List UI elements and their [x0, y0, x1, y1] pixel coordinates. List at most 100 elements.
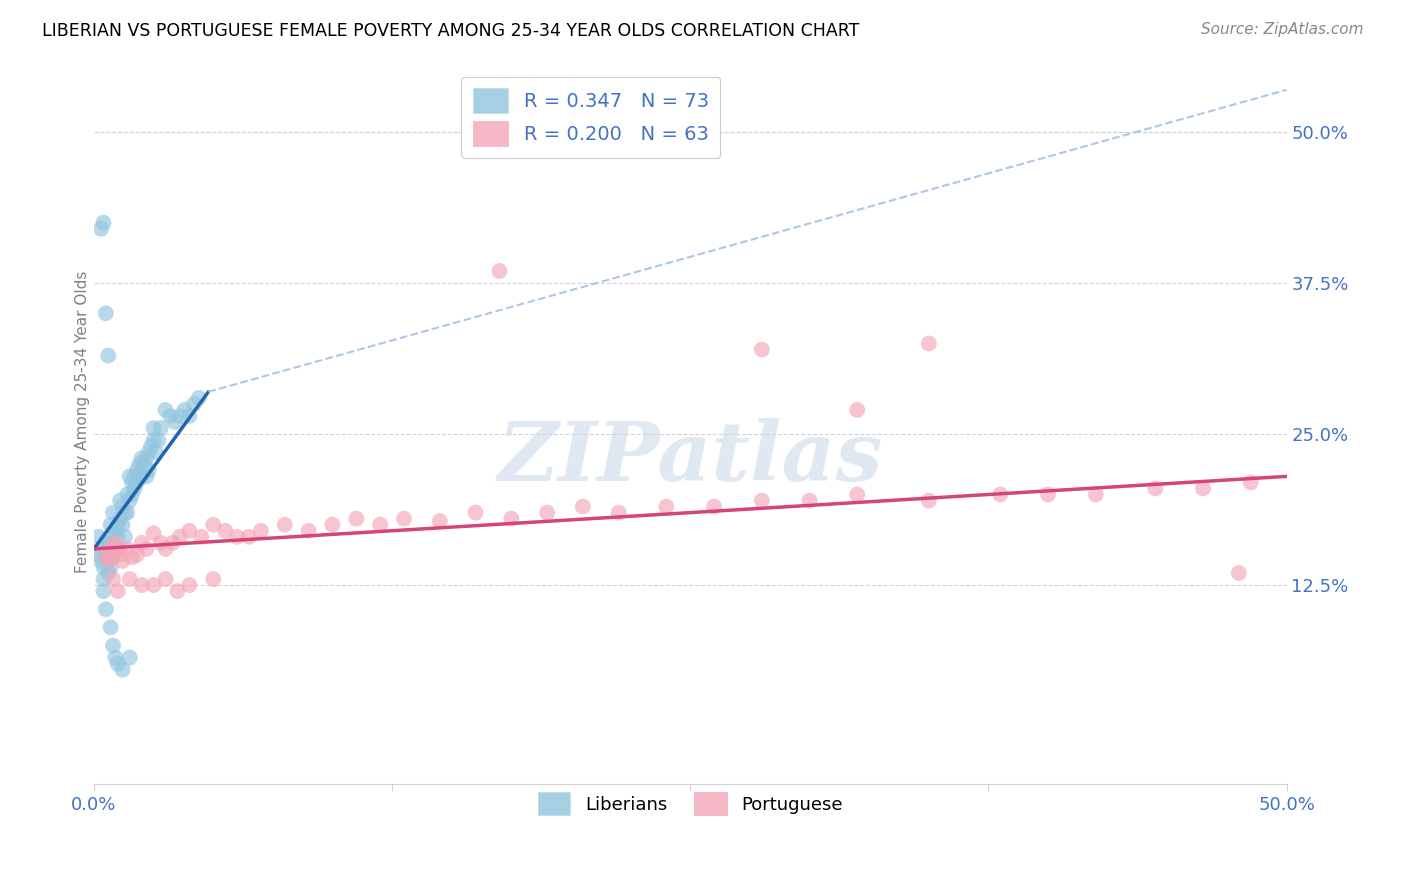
Point	[114, 530, 136, 544]
Point	[125, 463, 148, 477]
Point	[100, 620, 122, 634]
Point	[93, 560, 115, 574]
Point	[131, 469, 153, 483]
Point	[159, 409, 181, 423]
Point	[1036, 487, 1059, 501]
Point	[107, 530, 129, 544]
Point	[124, 469, 146, 483]
Point	[108, 548, 131, 562]
Point	[111, 663, 134, 677]
Point	[202, 517, 225, 532]
Point	[918, 493, 941, 508]
Point	[124, 482, 146, 496]
Point	[111, 554, 134, 568]
Text: Source: ZipAtlas.com: Source: ZipAtlas.com	[1201, 22, 1364, 37]
Point	[202, 572, 225, 586]
Point	[142, 433, 165, 447]
Point	[93, 572, 115, 586]
Point	[94, 536, 117, 550]
Point	[94, 306, 117, 320]
Point	[101, 572, 124, 586]
Point	[121, 475, 143, 490]
Point	[179, 409, 201, 423]
Point	[121, 487, 143, 501]
Point	[155, 541, 177, 556]
Point	[131, 536, 153, 550]
Point	[131, 451, 153, 466]
Point	[751, 343, 773, 357]
Point	[142, 578, 165, 592]
Point	[274, 517, 297, 532]
Point	[655, 500, 678, 514]
Point	[179, 578, 201, 592]
Point	[846, 403, 869, 417]
Legend: Liberians, Portuguese: Liberians, Portuguese	[527, 781, 853, 826]
Point	[429, 514, 451, 528]
Point	[226, 530, 249, 544]
Point	[214, 524, 236, 538]
Point	[107, 584, 129, 599]
Point	[97, 541, 120, 556]
Point	[125, 475, 148, 490]
Point	[101, 506, 124, 520]
Point	[107, 657, 129, 671]
Point	[799, 493, 821, 508]
Point	[135, 469, 157, 483]
Point	[344, 511, 367, 525]
Point	[117, 541, 139, 556]
Point	[179, 524, 201, 538]
Point	[100, 541, 122, 556]
Point	[118, 650, 141, 665]
Point	[142, 526, 165, 541]
Point	[108, 493, 131, 508]
Point	[104, 541, 127, 556]
Point	[238, 530, 260, 544]
Point	[1144, 482, 1167, 496]
Point	[97, 349, 120, 363]
Point	[94, 602, 117, 616]
Point	[101, 530, 124, 544]
Point	[846, 487, 869, 501]
Point	[107, 541, 129, 556]
Point	[101, 548, 124, 562]
Point	[368, 517, 391, 532]
Point	[155, 403, 177, 417]
Point	[321, 517, 343, 532]
Point	[114, 506, 136, 520]
Point	[118, 469, 141, 483]
Point	[392, 511, 415, 525]
Point	[135, 541, 157, 556]
Point	[104, 524, 127, 538]
Point	[190, 530, 212, 544]
Point	[128, 458, 150, 472]
Point	[297, 524, 319, 538]
Point	[90, 221, 112, 235]
Point	[118, 493, 141, 508]
Y-axis label: Female Poverty Among 25-34 Year Olds: Female Poverty Among 25-34 Year Olds	[76, 271, 90, 574]
Point	[121, 550, 143, 565]
Point	[107, 541, 129, 556]
Point	[141, 439, 163, 453]
Point	[93, 584, 115, 599]
Point	[169, 530, 191, 544]
Point	[101, 550, 124, 565]
Point	[166, 584, 188, 599]
Point	[536, 506, 558, 520]
Point	[187, 391, 209, 405]
Point	[501, 511, 523, 525]
Point	[173, 403, 195, 417]
Point	[100, 560, 122, 574]
Point	[250, 524, 273, 538]
Point	[135, 451, 157, 466]
Point	[93, 216, 115, 230]
Point	[607, 506, 630, 520]
Point	[90, 554, 112, 568]
Point	[87, 530, 110, 544]
Point	[108, 511, 131, 525]
Point	[488, 264, 510, 278]
Point	[97, 554, 120, 568]
Point	[169, 409, 191, 423]
Point	[111, 500, 134, 514]
Point	[148, 433, 170, 447]
Point	[128, 469, 150, 483]
